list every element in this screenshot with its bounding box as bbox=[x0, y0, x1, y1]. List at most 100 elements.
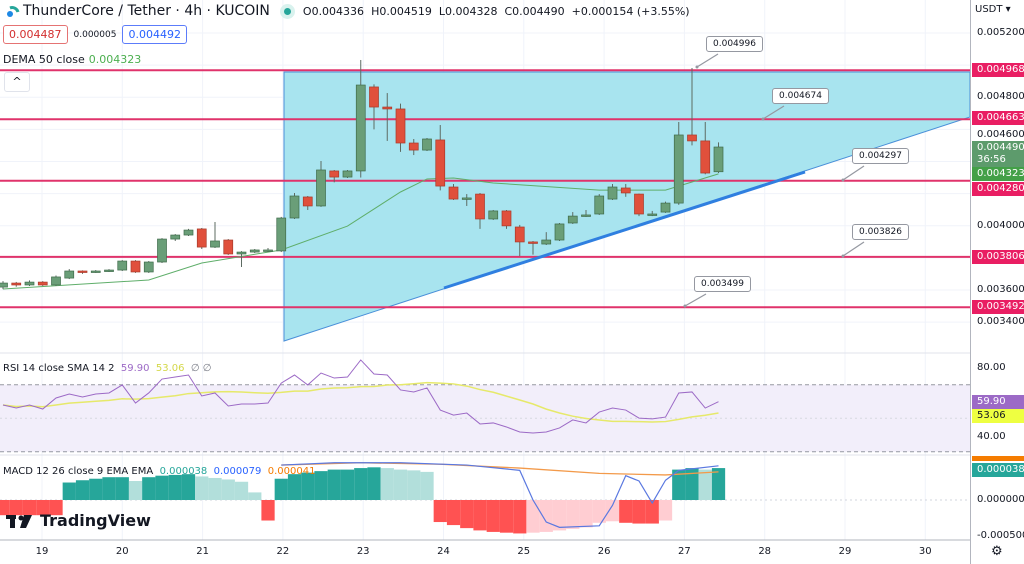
macd-line bbox=[281, 462, 719, 528]
candle bbox=[700, 121, 711, 175]
candle-body bbox=[329, 170, 340, 178]
callout-pointer bbox=[684, 293, 707, 307]
price-callout[interactable]: 0.003499 bbox=[694, 276, 751, 292]
candle-body bbox=[594, 195, 605, 215]
price-callout[interactable]: 0.004996 bbox=[706, 36, 763, 52]
macd-histogram-bar bbox=[340, 469, 355, 500]
currency-selector[interactable]: USDT ▾ bbox=[975, 4, 1011, 15]
macd-histogram-bar bbox=[0, 500, 10, 516]
candle bbox=[196, 227, 207, 250]
macd-histogram-bar bbox=[314, 471, 328, 500]
callout-anchor bbox=[683, 304, 687, 308]
candle bbox=[488, 209, 499, 220]
macd-histogram-bar bbox=[592, 500, 606, 523]
candle-body bbox=[157, 238, 167, 263]
macd-histogram-bar bbox=[407, 470, 421, 500]
symbol-title[interactable]: ThunderCore / Tether · 4h · KUCOIN bbox=[23, 3, 270, 19]
candle-body bbox=[210, 240, 220, 248]
chevron-up-icon: ^ bbox=[12, 75, 22, 88]
candle bbox=[0, 281, 8, 290]
time-axis-label: 27 bbox=[678, 546, 691, 557]
macd-histogram-bar bbox=[181, 474, 196, 500]
candle-body bbox=[620, 187, 631, 194]
candle bbox=[475, 192, 485, 229]
callout-anchor bbox=[761, 117, 765, 121]
candle-body bbox=[673, 134, 684, 204]
callout-pointer bbox=[842, 165, 865, 181]
price-callout[interactable]: 0.004297 bbox=[852, 148, 909, 164]
macd-histogram-bar bbox=[89, 478, 103, 500]
price-axis-label: 0.005200 bbox=[977, 27, 1024, 38]
price-axis-label: 0.003600 bbox=[977, 283, 1024, 295]
time-axis-label: 20 bbox=[115, 546, 129, 557]
macd-histogram-bar bbox=[579, 500, 593, 528]
candle bbox=[276, 216, 287, 253]
candle bbox=[51, 275, 61, 286]
time-axis-label: 22 bbox=[276, 546, 290, 557]
rsi-sma-line bbox=[2, 381, 719, 423]
macd-histogram-bar bbox=[605, 500, 620, 522]
candle-body bbox=[687, 134, 697, 142]
candle bbox=[673, 121, 684, 205]
candle bbox=[77, 270, 88, 274]
market-open-status-icon bbox=[283, 7, 291, 15]
candle-body bbox=[408, 142, 419, 151]
sell-button[interactable]: 0.004487 bbox=[3, 25, 68, 44]
candle bbox=[329, 169, 340, 183]
tradingview-watermark: TradingView bbox=[6, 511, 151, 530]
macd-signal-tag bbox=[972, 456, 1024, 461]
candle bbox=[541, 232, 552, 245]
time-axis-label: 19 bbox=[35, 546, 49, 557]
candle bbox=[634, 193, 644, 217]
macd-histogram-bar bbox=[22, 500, 37, 516]
candle bbox=[448, 183, 459, 201]
macd-histogram-bar bbox=[645, 500, 659, 524]
rsi-legend[interactable]: RSI 14 close SMA 14 2 59.90 53.06 ∅ ∅ bbox=[3, 363, 212, 374]
candle bbox=[435, 125, 446, 191]
candle-body bbox=[104, 269, 114, 272]
macd-histogram-bar bbox=[115, 477, 129, 500]
macd-histogram-bar bbox=[526, 500, 540, 533]
collapse-legend-button[interactable]: ^ bbox=[4, 72, 30, 92]
candle bbox=[528, 240, 538, 255]
candle-body bbox=[369, 86, 379, 108]
candle bbox=[130, 260, 141, 273]
candle-body bbox=[607, 186, 618, 200]
candle-body bbox=[37, 281, 48, 286]
dema-legend[interactable]: DEMA 50 close 0.004323 bbox=[3, 53, 141, 66]
candle-body bbox=[302, 196, 313, 207]
trend-line bbox=[443, 170, 806, 290]
candle bbox=[594, 194, 605, 215]
price-callout[interactable]: 0.004674 bbox=[772, 88, 829, 104]
price-axis[interactable]: USDT ▾ ⚙ 0.005200 0.004800 0.004600 0.00400… bbox=[970, 0, 1024, 564]
candle bbox=[408, 138, 419, 156]
macd-legend[interactable]: MACD 12 26 close 9 EMA EMA 0.000038 0.00… bbox=[3, 466, 315, 477]
macd-histogram-bar bbox=[672, 469, 686, 500]
macd-histogram-bar bbox=[221, 479, 235, 500]
close-value: C0.004490 bbox=[504, 4, 565, 18]
macd-histogram-bar bbox=[499, 500, 514, 533]
candle bbox=[143, 261, 154, 273]
time-axis-label: 24 bbox=[437, 546, 450, 557]
gear-icon[interactable]: ⚙ bbox=[991, 544, 1003, 559]
buy-button[interactable]: 0.004492 bbox=[122, 25, 187, 44]
candle-body bbox=[475, 193, 485, 220]
candle bbox=[369, 84, 379, 130]
price-tag: 0.003806 bbox=[972, 249, 1024, 264]
candle-body bbox=[567, 215, 578, 224]
candle bbox=[647, 210, 658, 217]
chart-header: ThunderCore / Tether · 4h · KUCOIN O0.00… bbox=[0, 0, 690, 22]
price-callout[interactable]: 0.003826 bbox=[852, 224, 909, 240]
dema-line bbox=[2, 173, 719, 290]
callout-anchor bbox=[841, 178, 845, 182]
rsi-extra: ∅ ∅ bbox=[190, 363, 212, 374]
macd-histogram-bar bbox=[208, 477, 222, 500]
candle-body bbox=[263, 249, 273, 252]
dema-value: 0.004323 bbox=[88, 53, 142, 66]
candle bbox=[90, 270, 101, 273]
candle bbox=[342, 169, 353, 179]
low-value: L0.004328 bbox=[438, 4, 498, 18]
candle-body bbox=[528, 241, 538, 244]
macd-histogram-bar bbox=[539, 500, 553, 532]
